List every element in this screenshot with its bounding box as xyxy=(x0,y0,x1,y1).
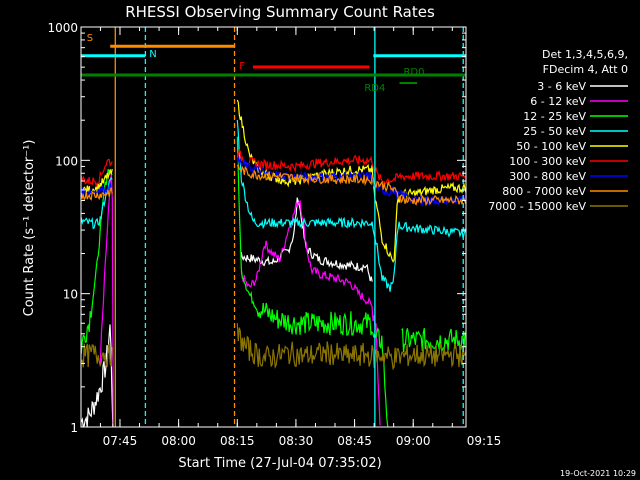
flag-label-5: RD4 xyxy=(364,83,385,94)
series-line-5-seg-1 xyxy=(236,148,466,186)
x-tick-label-3: 08:30 xyxy=(279,434,314,448)
x-tick-label-5: 09:00 xyxy=(396,434,431,448)
legend-layer: Det 1,3,4,5,6,9, FDecim 4, Att 0 3 - 6 keV… xyxy=(488,48,628,213)
legend-entry-1: 6 - 12 keV xyxy=(530,95,586,108)
series-line-2-seg-0 xyxy=(81,168,113,354)
x-tick-label-2: 08:15 xyxy=(220,434,255,448)
y-tick-label-3: 1000 xyxy=(47,21,78,35)
legend-header-1: FDecim 4, Att 0 xyxy=(543,63,628,76)
x-tick-label-1: 08:00 xyxy=(161,434,196,448)
render-timestamp: 19-Oct-2021 10:29 xyxy=(560,469,636,478)
x-tick-label-0: 07:45 xyxy=(103,434,138,448)
series-line-4-seg-0 xyxy=(81,168,113,196)
series-line-7-seg-0 xyxy=(81,187,113,201)
y-tick-label-1: 10 xyxy=(63,288,78,302)
legend-entry-7: 800 - 7000 keV xyxy=(502,185,586,198)
flag-label-1: N xyxy=(149,49,156,60)
legend-entry-6: 300 - 800 keV xyxy=(509,170,586,183)
series-line-8-seg-0 xyxy=(81,343,113,368)
series-line-8-seg-1 xyxy=(236,323,466,371)
series-line-5-seg-0 xyxy=(81,158,113,188)
x-axis-label: Start Time (27-Jul-04 07:35:02) xyxy=(178,456,381,471)
flag-label-4: RD0 xyxy=(403,67,424,78)
series-line-3-seg-1 xyxy=(236,119,466,292)
series-line-1-seg-1 xyxy=(240,199,381,426)
legend-entry-5: 100 - 300 keV xyxy=(509,155,586,168)
legend-entry-2: 12 - 25 keV xyxy=(523,110,586,123)
series-line-7-seg-1 xyxy=(236,163,466,207)
chart-title: RHESSI Observing Summary Count Rates xyxy=(125,3,435,21)
legend-entry-3: 25 - 50 keV xyxy=(523,125,586,138)
y-tick-label-0: 1 xyxy=(70,421,78,435)
legend-header-0: Det 1,3,4,5,6,9, xyxy=(542,48,628,61)
legend-entry-4: 50 - 100 keV xyxy=(516,140,586,153)
legend-entry-8: 7000 - 15000 keV xyxy=(488,200,586,213)
y-axis-label: Count Rate (s⁻¹ detector⁻¹) xyxy=(22,140,37,317)
legend-entry-0: 3 - 6 keV xyxy=(537,80,586,93)
series-line-2-seg-1 xyxy=(236,136,389,427)
y-tick-label-2: 100 xyxy=(55,154,78,168)
series-layer xyxy=(81,99,466,427)
flag-bars-layer: S N F RD0 RD4 xyxy=(81,33,466,94)
series-line-6-seg-1 xyxy=(236,156,466,207)
flag-label-3: F xyxy=(239,61,245,72)
vertical-lines-layer xyxy=(114,27,464,427)
x-tick-label-4: 08:45 xyxy=(337,434,372,448)
axes-layer: 07:45 08:00 08:15 08:30 08:45 09:00 09:15 1 10 10… xyxy=(47,21,501,448)
x-tick-label-6: 09:15 xyxy=(467,434,502,448)
plot-frame xyxy=(80,26,467,428)
series-line-1-seg-0 xyxy=(99,173,114,424)
flag-label-0: S xyxy=(87,33,93,44)
